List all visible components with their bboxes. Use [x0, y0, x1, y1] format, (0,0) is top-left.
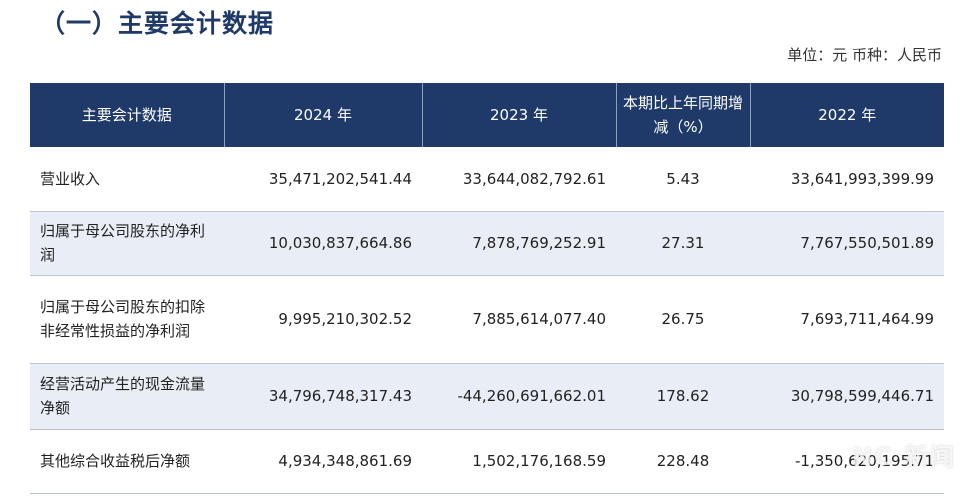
header-change: 本期比上年同期增减（%） [616, 83, 751, 147]
cell-2023: 1,502,176,168.59 [422, 429, 616, 494]
cell-2022: 7,767,550,501.89 [750, 211, 944, 276]
row-label: 营业收入 [30, 147, 224, 212]
unit-currency-note: 单位：元 币种：人民币 [787, 46, 942, 64]
header-2022: 2022 年 [750, 83, 944, 147]
header-2023: 2023 年 [422, 83, 617, 147]
table-row: 归属于母公司股东的扣除非经常性损益的净利润 9,995,210,302.52 7… [30, 275, 944, 364]
cell-2022: 30,798,599,446.71 [750, 363, 944, 430]
row-label: 其他综合收益税后净额 [30, 429, 224, 494]
cell-2022: 33,641,993,399.99 [750, 147, 944, 212]
table-row: 其他综合收益税后净额 4,934,348,861.69 1,502,176,16… [30, 429, 944, 494]
row-label: 经营活动产生的现金流量净额 [30, 363, 224, 430]
cell-change: 228.48 [616, 429, 750, 494]
cell-2024: 34,796,748,317.43 [224, 363, 422, 430]
cell-2023: -44,260,691,662.01 [422, 363, 616, 430]
header-2024: 2024 年 [224, 83, 423, 147]
cell-change: 5.43 [616, 147, 750, 212]
table-header-row: 主要会计数据 2024 年 2023 年 本期比上年同期增减（%） 2022 年 [30, 83, 944, 147]
accounting-data-table: 主要会计数据 2024 年 2023 年 本期比上年同期增减（%） 2022 年… [30, 83, 944, 494]
cell-change: 178.62 [616, 363, 750, 430]
cell-2023: 7,885,614,077.40 [422, 275, 616, 364]
table-row: 归属于母公司股东的净利润 10,030,837,664.86 7,878,769… [30, 211, 944, 276]
cell-2024: 10,030,837,664.86 [224, 211, 422, 276]
table-row: 营业收入 35,471,202,541.44 33,644,082,792.61… [30, 147, 944, 212]
row-label: 归属于母公司股东的净利润 [30, 211, 224, 276]
table-row: 经营活动产生的现金流量净额 34,796,748,317.43 -44,260,… [30, 363, 944, 430]
watermark-logo: NC 新闻 [851, 443, 956, 471]
cell-2024: 4,934,348,861.69 [224, 429, 422, 494]
cell-2024: 35,471,202,541.44 [224, 147, 422, 212]
cell-2023: 33,644,082,792.61 [422, 147, 616, 212]
cell-change: 27.31 [616, 211, 750, 276]
cell-change: 26.75 [616, 275, 750, 364]
cell-2024: 9,995,210,302.52 [224, 275, 422, 364]
cell-2022: 7,693,711,464.99 [750, 275, 944, 364]
cell-2023: 7,878,769,252.91 [422, 211, 616, 276]
section-title: （一）主要会计数据 [40, 9, 275, 38]
header-item: 主要会计数据 [30, 83, 225, 147]
cell-2022: -1,350,620,195.71 [750, 429, 944, 494]
row-label: 归属于母公司股东的扣除非经常性损益的净利润 [30, 275, 224, 364]
